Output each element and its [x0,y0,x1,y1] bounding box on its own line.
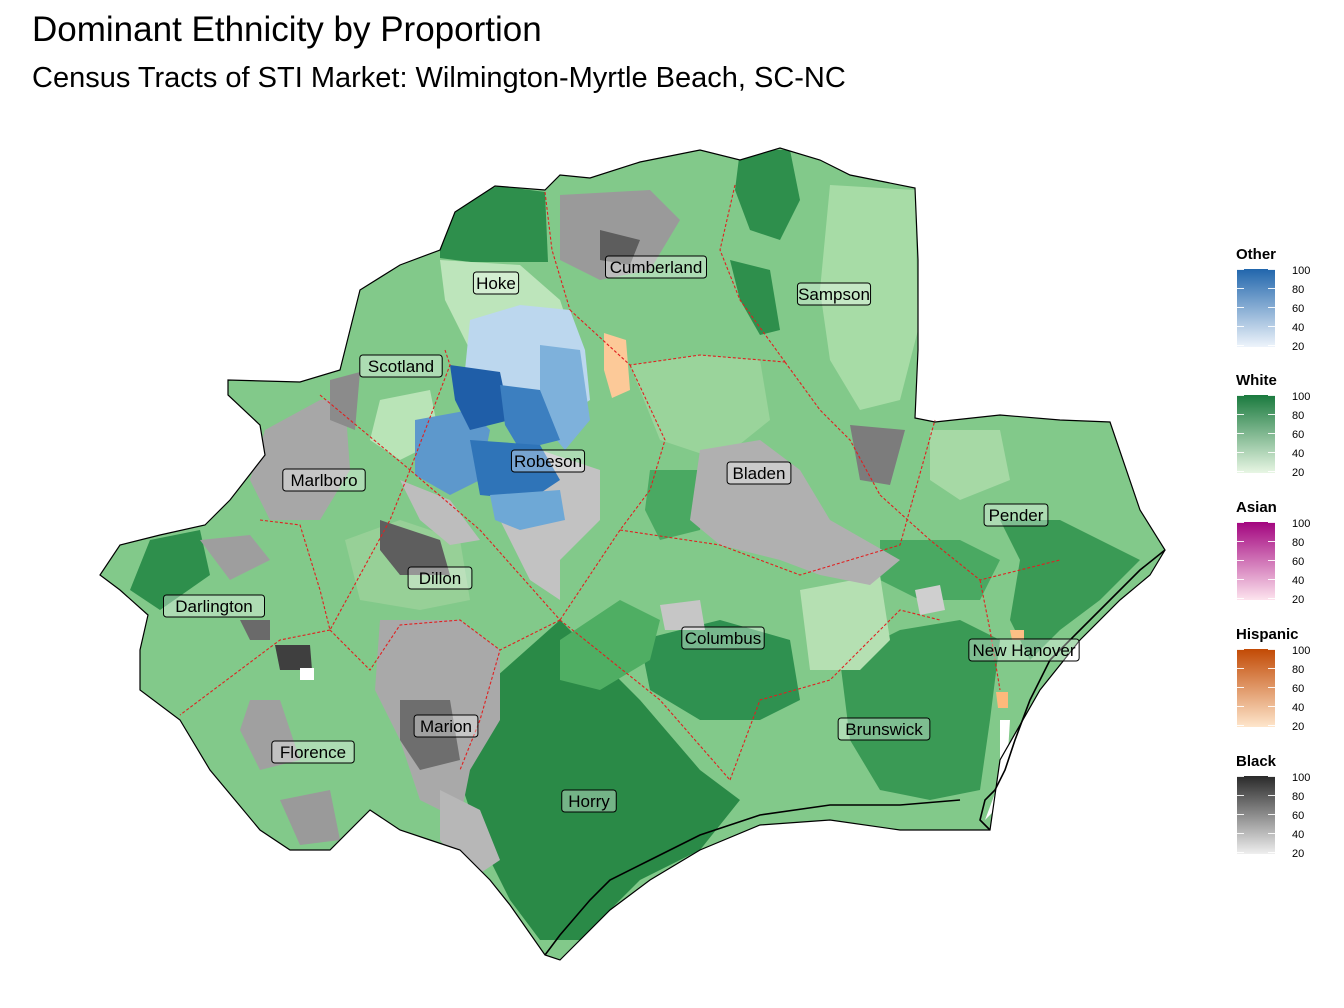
svg-text:Columbus: Columbus [685,629,762,648]
legend-colorbar [1237,269,1275,347]
legend-title: White [1236,372,1277,389]
legend-tick-label: 20 [1292,594,1305,606]
legend-title: Hispanic [1236,626,1299,643]
svg-text:Hoke: Hoke [476,274,516,293]
legend-tick-label: 100 [1292,391,1311,403]
legend-tick-label: 80 [1292,284,1305,296]
legend-tick-label: 60 [1292,683,1305,695]
legend-title: Black [1236,753,1277,770]
svg-text:Brunswick: Brunswick [845,720,923,739]
county-label-marlboro: Marlboro [282,468,366,492]
legend-tick-label: 40 [1292,575,1305,587]
legend-tick-label: 40 [1292,702,1305,714]
county-label-marion: Marion [413,714,479,738]
legend-tick-label: 100 [1292,265,1311,277]
svg-text:Dillon: Dillon [419,569,462,588]
legend-tick-label: 60 [1292,303,1305,315]
legend-tick-label: 60 [1292,429,1305,441]
county-label-cumberland: Cumberland [605,255,707,279]
county-borders [179,184,1061,781]
legend-tick-label: 40 [1292,322,1305,334]
legend-tick-label: 80 [1292,664,1305,676]
svg-text:Horry: Horry [568,792,610,811]
legend-tick-label: 20 [1292,341,1305,353]
legend-tick-label: 100 [1292,645,1311,657]
svg-text:Sampson: Sampson [798,285,870,304]
legend-tick-label: 80 [1292,791,1305,803]
svg-text:Marion: Marion [420,717,472,736]
legend-tick-label: 20 [1292,467,1305,479]
legend-colorbar [1237,649,1275,727]
county-label-bladen: Bladen [726,461,792,485]
legend-title: Asian [1236,499,1277,516]
county-label-brunswick: Brunswick [837,717,931,741]
county-label-robeson: Robeson [510,449,586,473]
legend-other: Other 100 80 60 40 20 [1236,246,1310,353]
legend-colorbar [1237,522,1275,600]
map-title: Dominant Ethnicity by Proportion [32,10,542,49]
legend-tick-label: 60 [1292,556,1305,568]
legend-white: White 100 80 60 40 20 [1236,372,1310,479]
legend-tick-label: 20 [1292,721,1305,733]
svg-text:Pender: Pender [989,506,1044,525]
county-label-pender: Pender [983,503,1049,527]
svg-text:Darlington: Darlington [175,597,253,616]
county-label-hoke: Hoke [472,271,520,295]
legend-title: Other [1236,246,1277,263]
county-label-new-hanover: New Hanover [968,638,1080,662]
legend-tick-label: 60 [1292,810,1305,822]
county-label-darlington: Darlington [163,594,265,618]
county-label-sampson: Sampson [796,282,872,306]
county-label-dillon: Dillon [407,566,473,590]
legend-colorbar [1237,395,1275,473]
svg-text:Marlboro: Marlboro [290,471,357,490]
legend-tick-label: 20 [1292,848,1305,860]
legend-tick-label: 40 [1292,829,1305,841]
svg-text:Cumberland: Cumberland [610,258,703,277]
legend-tick-label: 100 [1292,772,1311,784]
county-label-scotland: Scotland [359,354,443,378]
legend-asian: Asian 100 80 60 40 20 [1236,499,1310,606]
legend-black: Black 100 80 60 40 20 [1236,753,1310,860]
legend-tick-label: 80 [1292,537,1305,549]
county-label-florence: Florence [271,740,355,764]
legend-hispanic: Hispanic 100 80 60 40 20 [1236,626,1310,733]
legend-colorbar [1237,776,1275,854]
svg-text:New Hanover: New Hanover [973,641,1076,660]
county-label-columbus: Columbus [681,626,765,650]
legend-tick-label: 80 [1292,410,1305,422]
county-label-horry: Horry [561,789,617,813]
county-labels: Hoke Cumberland Sampson Scotland Robeson Marl… [163,255,1080,813]
svg-text:Scotland: Scotland [368,357,434,376]
legend-tick-label: 40 [1292,448,1305,460]
svg-text:Robeson: Robeson [514,452,582,471]
map-subtitle: Census Tracts of STI Market: Wilmington-… [32,62,846,94]
svg-text:Bladen: Bladen [733,464,786,483]
legend-tick-label: 100 [1292,518,1311,530]
svg-text:Florence: Florence [280,743,346,762]
